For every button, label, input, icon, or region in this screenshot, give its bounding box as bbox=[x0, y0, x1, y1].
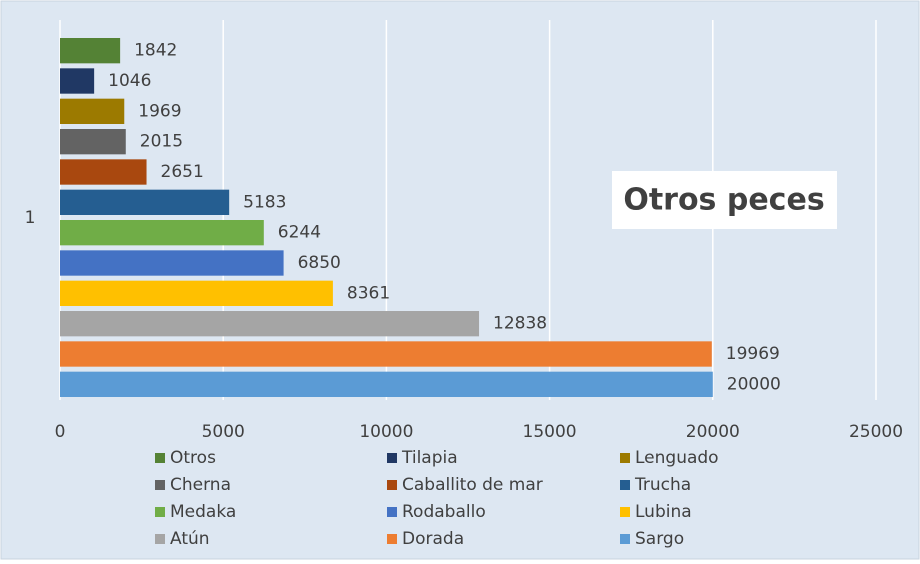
legend-label: Lenguado bbox=[635, 448, 719, 468]
legend-label: Caballito de mar bbox=[402, 475, 543, 495]
bar bbox=[60, 98, 125, 124]
y-tick-label: 1 bbox=[25, 208, 36, 228]
bar bbox=[60, 189, 230, 215]
legend-label: Otros bbox=[170, 448, 216, 468]
chart-title: Otros peces bbox=[623, 183, 824, 218]
legend-label: Cherna bbox=[170, 475, 231, 495]
bar bbox=[60, 311, 480, 337]
bar bbox=[60, 129, 126, 155]
legend-swatch bbox=[155, 480, 165, 490]
data-label: 2651 bbox=[161, 162, 204, 182]
legend-label: Atún bbox=[170, 529, 210, 549]
bar bbox=[60, 371, 713, 397]
legend-swatch bbox=[387, 480, 397, 490]
bar bbox=[60, 68, 95, 94]
title-box bbox=[612, 171, 837, 229]
legend-label: Tilapia bbox=[401, 448, 458, 468]
data-label: 2015 bbox=[140, 132, 183, 152]
legend-swatch bbox=[620, 480, 630, 490]
x-tick-label: 5000 bbox=[202, 422, 245, 442]
x-tick-label: 10000 bbox=[359, 422, 413, 442]
bar bbox=[60, 38, 121, 64]
x-tick-label: 20000 bbox=[686, 422, 740, 442]
legend-label: Sargo bbox=[635, 529, 684, 549]
legend-label: Trucha bbox=[634, 475, 691, 495]
legend-swatch bbox=[387, 534, 397, 544]
legend-swatch bbox=[155, 507, 165, 517]
x-tick-label: 15000 bbox=[523, 422, 577, 442]
data-label: 19969 bbox=[726, 344, 780, 364]
bar bbox=[60, 159, 147, 185]
x-tick-label: 0 bbox=[55, 422, 66, 442]
data-label: 8361 bbox=[347, 283, 390, 303]
data-label: 12838 bbox=[493, 314, 547, 334]
bar bbox=[60, 250, 284, 276]
data-label: 1046 bbox=[108, 71, 151, 91]
legend-swatch bbox=[620, 507, 630, 517]
data-label: 1842 bbox=[134, 41, 177, 61]
data-label: 1969 bbox=[138, 101, 181, 121]
legend-label: Rodaballo bbox=[402, 502, 486, 522]
legend-swatch bbox=[387, 507, 397, 517]
legend-label: Medaka bbox=[170, 502, 236, 522]
legend-swatch bbox=[155, 534, 165, 544]
legend-label: Lubina bbox=[635, 502, 692, 522]
data-label: 6850 bbox=[298, 253, 341, 273]
legend-swatch bbox=[387, 453, 397, 463]
bar bbox=[60, 280, 333, 306]
legend-label: Dorada bbox=[402, 529, 464, 549]
legend-swatch bbox=[620, 453, 630, 463]
data-label: 5183 bbox=[243, 192, 286, 212]
bar bbox=[60, 220, 264, 246]
data-label: 20000 bbox=[727, 374, 781, 394]
legend-swatch bbox=[620, 534, 630, 544]
legend-swatch bbox=[155, 453, 165, 463]
x-tick-label: 25000 bbox=[849, 422, 903, 442]
data-label: 6244 bbox=[278, 223, 321, 243]
bar bbox=[60, 341, 712, 367]
